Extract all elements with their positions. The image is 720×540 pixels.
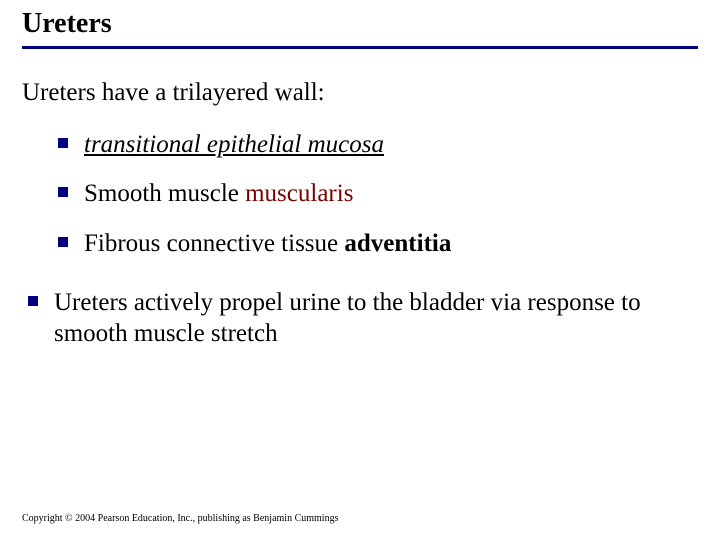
layer-term: muscularis	[245, 180, 353, 207]
lower-bullet: Ureters actively propel urine to the bla…	[28, 287, 698, 350]
lower-list: Ureters actively propel urine to the bla…	[22, 287, 698, 350]
layers-list: transitional epithelial mucosa Smooth mu…	[22, 129, 698, 259]
layer-item: Fibrous connective tissue adventitia	[58, 228, 698, 259]
copyright-line: Copyright © 2004 Pearson Education, Inc.…	[22, 513, 338, 524]
intro-text: Ureters have a trilayered wall:	[22, 79, 698, 107]
layer-text: transitional epithelial mucosa	[84, 131, 384, 158]
layer-item: Smooth muscle muscularis	[58, 178, 698, 209]
layer-text: Smooth muscle	[84, 180, 245, 207]
slide-title: Ureters	[22, 8, 720, 40]
slide-body: Ureters have a trilayered wall: transiti…	[0, 49, 720, 349]
title-band: Ureters	[0, 0, 720, 44]
layer-text: Fibrous connective tissue	[84, 230, 344, 257]
layer-item: transitional epithelial mucosa	[58, 129, 698, 160]
slide: Ureters Ureters have a trilayered wall: …	[0, 0, 720, 540]
layer-term: adventitia	[344, 230, 451, 257]
